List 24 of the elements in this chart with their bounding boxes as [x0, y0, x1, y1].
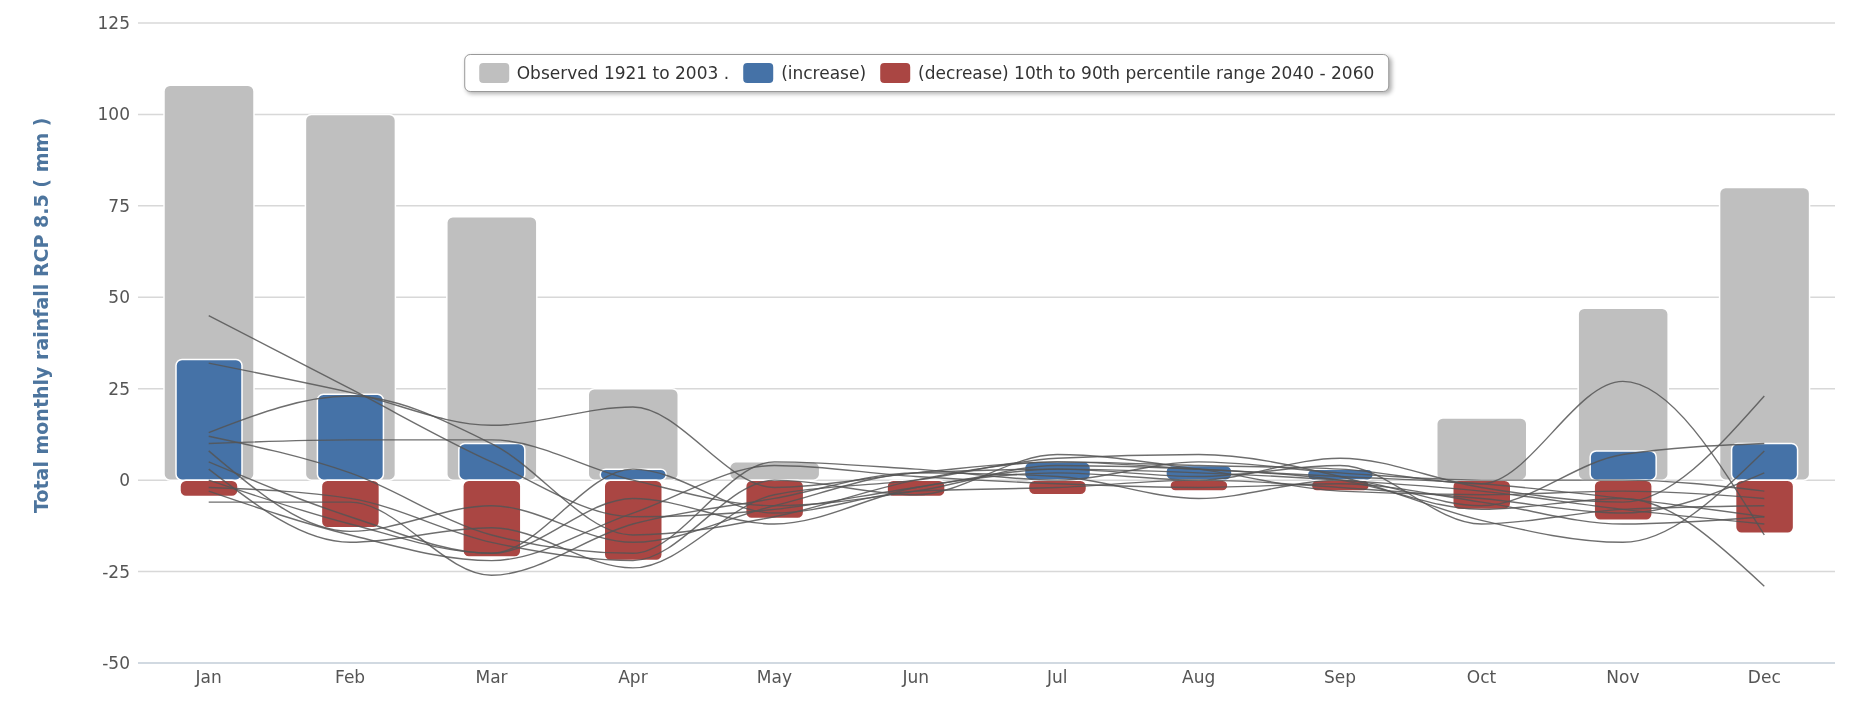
y-tick-label: 100 [97, 104, 130, 125]
x-tick-label: Jun [901, 667, 930, 688]
y-tick-label: 50 [108, 287, 130, 308]
x-tick-label: Jan [194, 667, 222, 688]
y-tick-label: -25 [102, 561, 130, 582]
legend-label: (decrease) 10th to 90th percentile range 2040 - 2060 [918, 63, 1375, 83]
x-tick-label: Nov [1606, 667, 1640, 688]
x-tick-label: Sep [1324, 667, 1357, 688]
x-tick-label: Mar [475, 667, 508, 688]
x-tick-label: Dec [1747, 667, 1781, 688]
legend-label: (increase) [781, 63, 867, 83]
y-axis-title: Total monthly rainfall RCP 8.5 ( mm ) [29, 117, 52, 513]
x-tick-label: Aug [1182, 667, 1216, 688]
y-tick-label: 75 [108, 195, 130, 216]
x-tick-label: May [756, 667, 792, 688]
y-tick-label: 0 [119, 470, 130, 491]
x-tick-label: Jul [1045, 667, 1068, 688]
y-tick-label: 125 [97, 13, 130, 34]
y-tick-label: 25 [108, 378, 130, 399]
legend-label: Observed 1921 to 2003 . [516, 63, 730, 83]
x-tick-label: Oct [1466, 667, 1497, 688]
y-tick-label: -50 [102, 653, 130, 674]
x-tick-label: Apr [618, 667, 648, 688]
x-tick-label: Feb [335, 667, 366, 688]
